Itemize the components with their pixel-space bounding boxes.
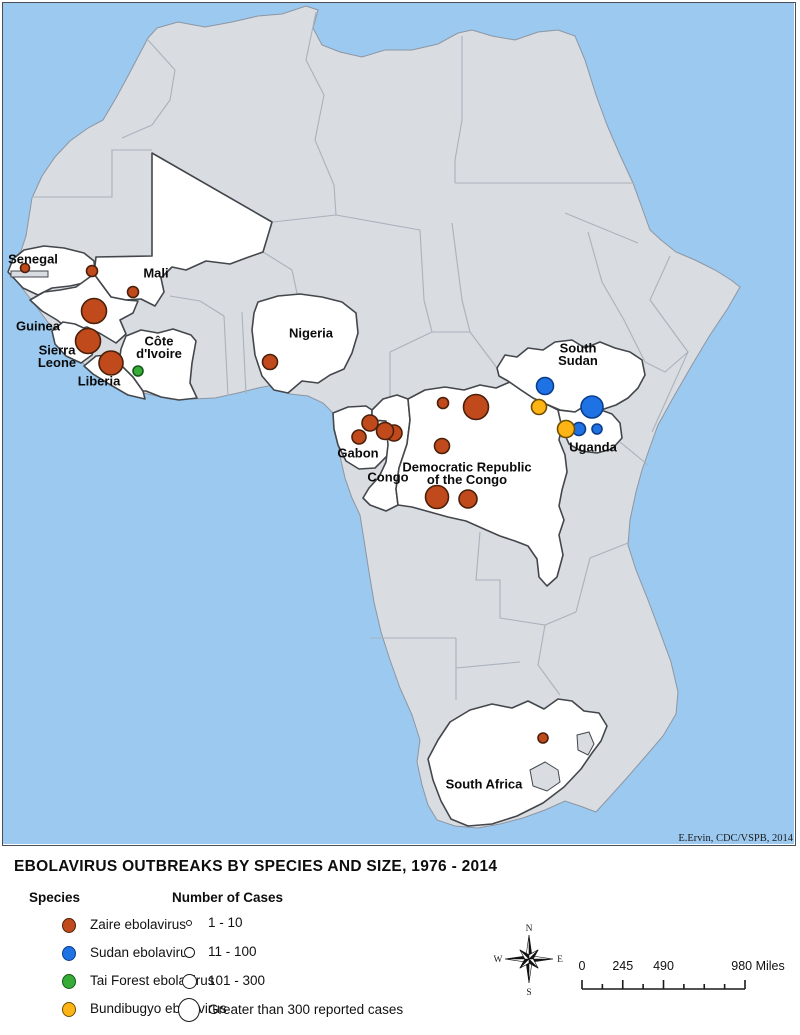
outbreak-dot-zaire <box>462 393 490 421</box>
country-label: Liberia <box>78 374 121 389</box>
country-label: South Africa <box>446 777 524 792</box>
outbreak-dot-sudan <box>580 395 604 419</box>
map-attribution: E.Ervin, CDC/VSPB, 2014 <box>678 833 793 844</box>
legend-swatch-bundibugyo <box>62 1002 76 1017</box>
outbreak-dot-bundibugyo <box>556 419 576 439</box>
country-label: d'Ivoire <box>136 346 182 361</box>
outbreak-dot-sudan <box>535 376 555 396</box>
scale-tick-label: 245 <box>612 959 633 973</box>
outbreak-dot-zaire <box>361 414 379 432</box>
legend-swatch-sudan <box>62 946 76 961</box>
outbreak-dot-zaire <box>19 262 31 274</box>
legend-cases-label: Greater than 300 reported cases <box>208 1002 404 1017</box>
legend-species-label: Bundibugyo ebolavirus <box>90 1001 227 1016</box>
compass-n: N <box>526 924 533 934</box>
country-label: Côte <box>145 334 174 349</box>
enclaves <box>10 270 595 792</box>
outbreak-dot-zaire <box>261 353 279 371</box>
cases-legend-heading: Number of Cases <box>172 890 284 905</box>
country-nigeria <box>251 293 359 394</box>
country-label: Sudan <box>558 353 598 368</box>
outbreak-dot-bundibugyo <box>530 398 548 416</box>
country-label: Gabon <box>337 446 378 461</box>
legend-swatch-tai <box>62 974 76 989</box>
compass-e: E <box>557 955 563 965</box>
country-label: Leone <box>38 355 76 370</box>
outbreak-dot-zaire <box>126 285 140 299</box>
outbreak-dot-zaire <box>537 732 549 744</box>
swaziland <box>576 731 595 756</box>
gambia-sliver <box>10 270 49 278</box>
legend-species-label: Zaire ebolavirus <box>90 917 187 932</box>
compass-w: W <box>494 955 503 965</box>
scale-tick-label: 490 <box>653 959 674 973</box>
country-label: Guinea <box>16 319 61 334</box>
outbreak-dot-tai <box>132 365 144 377</box>
legend-size-circle <box>181 973 197 989</box>
outbreak-dot-zaire <box>458 489 478 509</box>
country-cote-divoire <box>118 328 198 401</box>
outbreak-dots <box>19 262 604 744</box>
legend-cases-label: 11 - 100 <box>208 944 257 959</box>
country-label: Congo <box>367 470 408 485</box>
outbreak-dot-zaire <box>74 327 102 355</box>
country-label: Mali <box>143 266 168 281</box>
compass-rose: N E S W <box>494 924 564 998</box>
country-label: Nigeria <box>289 326 334 341</box>
country-south-sudan <box>496 339 646 413</box>
page-title: EBOLAVIRUS OUTBREAKS BY SPECIES AND SIZE… <box>14 858 498 875</box>
country-label: South <box>560 341 597 356</box>
country-south-africa <box>427 698 608 827</box>
country-borders <box>32 11 689 700</box>
country-label: Uganda <box>569 440 617 455</box>
legend-swatch-zaire <box>62 918 76 933</box>
legend-species-label: Sudan ebolavirus <box>90 945 195 960</box>
outbreak-dot-zaire <box>424 484 450 510</box>
scale-bar-line <box>581 980 746 990</box>
scale-end-label: 980 Miles <box>731 959 785 973</box>
legend-cases-label: 101 - 300 <box>208 973 266 988</box>
legend-cases-label: 1 - 10 <box>208 915 243 930</box>
country-label: Democratic Republic <box>402 460 531 475</box>
country-label: of the Congo <box>427 472 507 487</box>
outbreak-dot-zaire <box>375 421 395 441</box>
lesotho <box>529 761 561 792</box>
africa-map: Senegal Mali Guinea Sierra Leone Côte d'Ivoire… <box>2 2 796 846</box>
compass-s: S <box>526 988 531 998</box>
country-label: Senegal <box>8 252 58 267</box>
outbreak-dot-zaire <box>351 429 367 445</box>
country-label: Sierra <box>39 343 77 358</box>
scale-tick-label: 0 <box>579 959 586 973</box>
scale-bar: 0 245 490 980 Miles <box>579 959 785 990</box>
outbreak-dot-zaire <box>85 264 99 278</box>
outbreak-dot-zaire <box>433 437 451 455</box>
legend-size-circle <box>183 946 195 958</box>
outbreak-dot-zaire <box>80 297 108 325</box>
species-legend-heading: Species <box>29 890 81 905</box>
scale-bar-ticks <box>581 980 746 990</box>
scale-bar-labels: 0 245 490 980 Miles <box>579 959 785 973</box>
outbreak-dot-sudan <box>591 423 603 435</box>
outbreak-dot-zaire <box>98 350 124 376</box>
legend-size-circle <box>178 998 200 1022</box>
outbreak-dot-zaire <box>436 396 450 410</box>
legend-size-circle <box>186 920 192 926</box>
